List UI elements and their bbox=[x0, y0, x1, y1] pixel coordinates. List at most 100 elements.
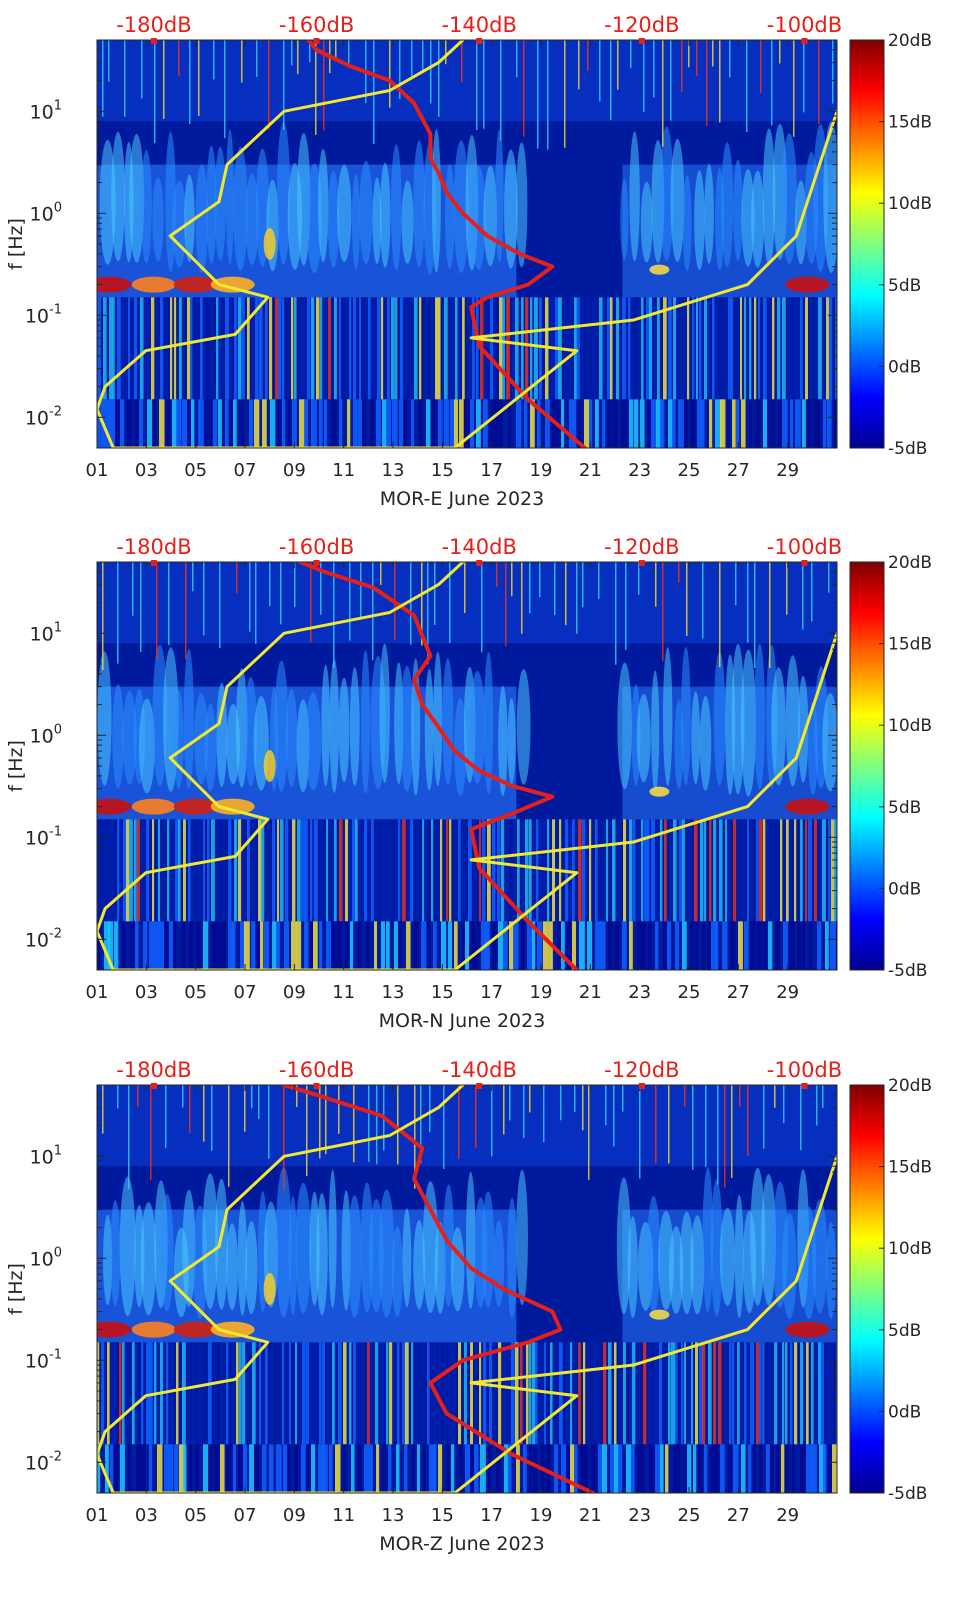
noise-stripe-low bbox=[277, 399, 282, 448]
noise-stripe bbox=[247, 297, 250, 400]
storm-streak bbox=[681, 646, 691, 786]
storm-streak bbox=[378, 1189, 395, 1318]
event-spot bbox=[649, 264, 670, 275]
noise-stripe bbox=[267, 819, 270, 922]
hf-spike bbox=[747, 1085, 749, 1156]
noise-stripe-low bbox=[697, 399, 702, 448]
hf-spike bbox=[414, 1085, 416, 1189]
microseism-peak bbox=[131, 276, 176, 293]
storm-streak bbox=[713, 651, 726, 786]
noise-stripe-low bbox=[732, 399, 736, 448]
storm-streak bbox=[152, 644, 168, 787]
noise-stripe bbox=[467, 297, 470, 400]
hf-spike bbox=[309, 40, 311, 63]
noise-stripe-low bbox=[182, 399, 188, 448]
top-axis-tick bbox=[150, 38, 157, 44]
noise-stripe-low bbox=[744, 921, 749, 970]
noise-stripe-low bbox=[608, 921, 613, 970]
noise-stripe bbox=[113, 1342, 116, 1445]
noise-stripe bbox=[261, 819, 265, 922]
noise-stripe-low bbox=[110, 399, 116, 448]
noise-stripe-low bbox=[164, 921, 169, 970]
noise-stripe bbox=[453, 819, 457, 922]
noise-stripe bbox=[458, 297, 461, 400]
storm-streak bbox=[651, 670, 660, 792]
hf-spike bbox=[769, 562, 771, 669]
storm-streak bbox=[225, 129, 234, 265]
noise-stripe bbox=[311, 297, 315, 400]
noise-stripe bbox=[258, 819, 262, 922]
hf-spike bbox=[500, 40, 502, 141]
noise-stripe bbox=[763, 819, 766, 922]
noise-stripe-low bbox=[476, 399, 481, 448]
noise-stripe bbox=[182, 1342, 186, 1445]
noise-stripe-low bbox=[778, 399, 784, 448]
y-tick-label: 10-2 bbox=[25, 926, 62, 951]
noise-stripe-low bbox=[494, 399, 500, 448]
noise-stripe bbox=[343, 1342, 347, 1445]
noise-stripe bbox=[682, 819, 685, 922]
noise-stripe-low bbox=[421, 921, 427, 970]
noise-stripe bbox=[251, 297, 255, 400]
noise-stripe-low bbox=[733, 1444, 739, 1493]
noise-stripe bbox=[225, 297, 229, 400]
x-tick-label: 21 bbox=[579, 982, 602, 1003]
noise-stripe bbox=[322, 1342, 326, 1445]
x-tick-label: 11 bbox=[332, 1505, 355, 1526]
y-tick-exponent: -2 bbox=[49, 404, 62, 419]
noise-stripe bbox=[712, 297, 715, 400]
noise-stripe bbox=[578, 819, 582, 922]
noise-stripe bbox=[644, 819, 648, 922]
noise-stripe bbox=[585, 819, 589, 922]
noise-stripe-low bbox=[785, 1444, 790, 1493]
noise-stripe bbox=[349, 1342, 352, 1445]
noise-stripe-low bbox=[249, 1444, 254, 1493]
hf-spike bbox=[828, 562, 830, 593]
hf-spike bbox=[832, 40, 834, 104]
noise-stripe-low bbox=[677, 1444, 681, 1493]
noise-stripe bbox=[380, 1342, 384, 1445]
hf-spike bbox=[434, 562, 436, 626]
hf-spike bbox=[297, 40, 299, 74]
noise-stripe bbox=[713, 1342, 717, 1445]
noise-stripe-low bbox=[789, 921, 795, 970]
hf-spike bbox=[735, 562, 737, 606]
noise-stripe bbox=[629, 1342, 632, 1445]
noise-stripe bbox=[637, 1342, 641, 1445]
microseism-peak bbox=[785, 1321, 830, 1338]
noise-stripe bbox=[787, 297, 791, 400]
noise-stripe bbox=[543, 819, 546, 922]
top-axis-label: -100dB bbox=[767, 1058, 842, 1082]
noise-stripe bbox=[603, 1342, 607, 1445]
noise-stripe bbox=[737, 1342, 740, 1445]
noise-stripe bbox=[316, 297, 320, 400]
noise-stripe bbox=[740, 297, 743, 400]
noise-stripe-low bbox=[634, 399, 639, 448]
y-tick-exponent: -1 bbox=[49, 1347, 62, 1362]
noise-stripe-low bbox=[710, 1444, 716, 1493]
x-tick-label: 23 bbox=[628, 1505, 651, 1526]
noise-stripe bbox=[409, 297, 412, 400]
noise-stripe-low bbox=[610, 1444, 615, 1493]
noise-stripe-low bbox=[166, 399, 171, 448]
noise-stripe bbox=[371, 819, 374, 922]
noise-stripe-low bbox=[376, 399, 381, 448]
storm-streak bbox=[694, 170, 705, 271]
noise-stripe bbox=[654, 1342, 658, 1445]
noise-stripe-low bbox=[783, 921, 788, 970]
noise-stripe-low bbox=[580, 1444, 586, 1493]
storm-streak bbox=[662, 647, 673, 786]
noise-stripe bbox=[416, 819, 420, 922]
hf-spike bbox=[746, 40, 748, 132]
noise-stripe bbox=[758, 297, 761, 400]
noise-stripe bbox=[673, 297, 677, 400]
event-spot bbox=[649, 1309, 670, 1320]
noise-stripe bbox=[448, 1342, 451, 1445]
noise-stripe-low bbox=[792, 1444, 796, 1493]
x-tick-label: 27 bbox=[727, 982, 750, 1003]
noise-stripe bbox=[766, 819, 770, 922]
noise-stripe-low bbox=[578, 399, 582, 448]
noise-stripe bbox=[431, 297, 435, 400]
x-tick-label: 15 bbox=[431, 982, 454, 1003]
noise-stripe-low bbox=[651, 399, 657, 448]
